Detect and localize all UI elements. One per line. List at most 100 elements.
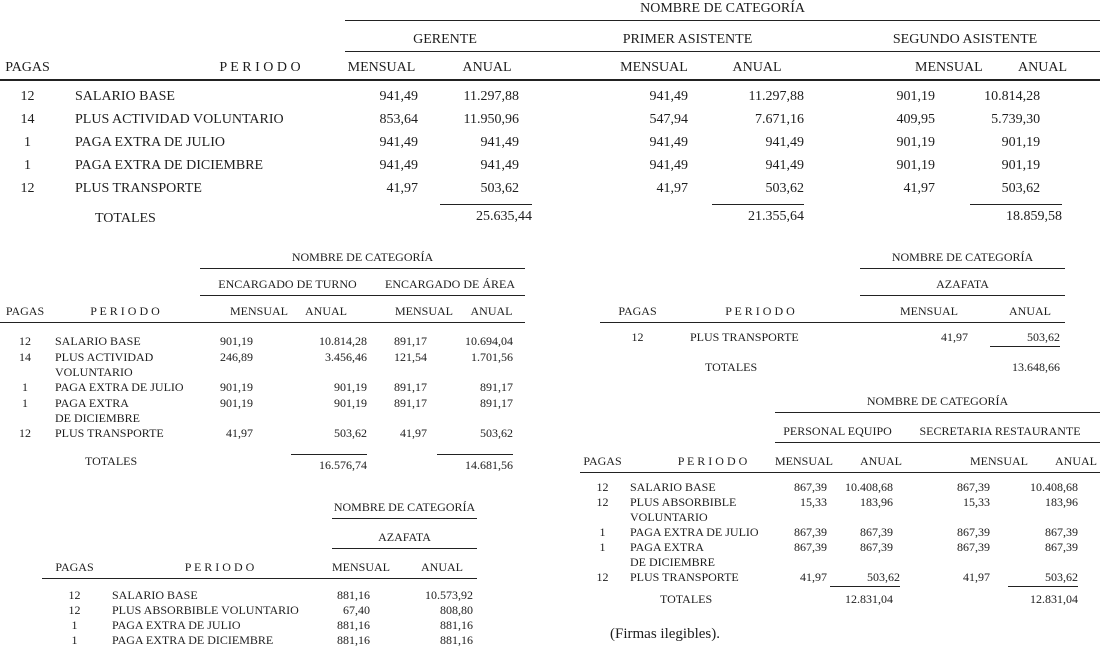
mensual-header: MENSUAL	[200, 295, 288, 323]
amount-cell: 881,16	[337, 588, 370, 602]
totals-row: TOTALES 12.831,04 12.831,04	[580, 587, 1100, 607]
category-header: PERSONAL EQUIPO	[775, 412, 900, 443]
nombre-categoria-heading: NOMBRE DE CATEGORÍA	[345, 0, 1101, 21]
table-row: 14 PLUS ACTIVIDAD VOLUNTARIO 246,89 3.456…	[0, 350, 525, 380]
amount-cell: 867,39	[1045, 525, 1079, 539]
amount-cell: 41,97	[903, 181, 936, 196]
mensual-header: MENSUAL	[830, 51, 983, 81]
amount-cell: 10.694,04	[465, 334, 514, 348]
category-header: AZAFATA	[332, 518, 477, 549]
amount-cell: 901,19	[896, 158, 936, 173]
total-value: 25.635,44	[440, 204, 532, 225]
pagas-cell: 12	[19, 426, 31, 440]
totales-label: TOTALES	[705, 360, 758, 374]
amount-cell: 41,97	[226, 426, 253, 440]
amount-cell: 503,62	[1001, 181, 1041, 196]
periodo-cell: SALARIO BASE	[75, 89, 175, 104]
pagas-cell: 1	[599, 540, 606, 554]
total-cell: 18.859,58	[970, 204, 1100, 227]
pagas-header: PAGAS	[0, 295, 50, 323]
mensual-header: MENSUAL	[900, 442, 1028, 473]
periodo-cell: PAGA EXTRA DE DICIEMBRE	[112, 633, 274, 647]
amount-cell: 3.456,46	[325, 350, 367, 364]
periodo-cell: PAGA EXTRA DE JULIO	[55, 380, 184, 394]
amount-cell: 867,39	[794, 480, 827, 494]
signatures-note: (Firmas ilegibles).	[610, 626, 720, 642]
anual-header: ANUAL	[265, 295, 375, 323]
mensual-header: MENSUAL	[375, 295, 453, 323]
amount-cell: 15,33	[963, 495, 990, 509]
category-header: AZAFATA	[860, 268, 1065, 296]
periodo-cell: PLUS ACTIVIDAD VOLUNTARIO	[55, 350, 154, 379]
table-row: 14 PLUS ACTIVIDAD VOLUNTARIO 853,64 11.9…	[0, 112, 1100, 135]
total-cell: 12.831,04	[845, 592, 893, 606]
pagas-cell: 12	[19, 334, 31, 348]
category-title-row: NOMBRE DE CATEGORÍA	[0, 0, 1101, 21]
table-row: 1 PAGA EXTRA DE JULIO 881,16 881,16	[42, 618, 477, 633]
periodo-header: P E R I O D O	[660, 295, 860, 323]
spacer-row	[580, 472, 1100, 480]
total-value: 16.576,74	[291, 454, 367, 473]
pagas-cell: 12	[631, 330, 644, 344]
amount-cell: 15,33	[800, 495, 827, 509]
amount-cell: 183,96	[860, 495, 893, 509]
amount-cell: 121,54	[394, 350, 427, 364]
amount-cell: 901,19	[334, 380, 367, 394]
amount-cell: 867,39	[957, 525, 990, 539]
pagas-cell: 12	[20, 181, 35, 196]
category-names-row: AZAFATA	[42, 518, 477, 549]
pagas-header: PAGAS	[0, 51, 55, 81]
pagas-cell: 1	[24, 135, 31, 150]
amount-cell: 881,16	[440, 633, 473, 647]
pagas-cell: 1	[71, 618, 78, 632]
amount-cell: 11.297,88	[748, 89, 804, 104]
column-header-row: PAGAS P E R I O D O MENSUAL ANUAL MENSUA…	[0, 295, 526, 323]
pagas-header: PAGAS	[600, 295, 660, 323]
table-row: 1 PAGA EXTRA DE DICIEMBRE 867,39 867,39 8…	[580, 540, 1100, 570]
category-header: ENCARGADO DE TURNO	[200, 268, 375, 296]
amount-cell: 901,19	[220, 380, 253, 394]
amount-cell: 867,39	[860, 525, 893, 539]
amount-cell: 183,96	[1045, 495, 1079, 509]
amount-cell: 11.297,88	[463, 89, 519, 104]
totales-label: TOTALES	[95, 211, 156, 226]
anual-header: ANUAL	[980, 295, 1065, 323]
pagas-cell: 12	[596, 495, 609, 509]
amount-cell: 41,97	[963, 570, 990, 584]
category-header: ENCARGADO DE ÁREA	[375, 268, 526, 296]
salary-table-azafata: NOMBRE DE CATEGORÍA AZAFATA PAGAS P E R …	[42, 490, 477, 648]
periodo-cell: SALARIO BASE	[630, 480, 716, 494]
pagas-cell: 1	[22, 380, 28, 394]
amount-cell: 891,17	[480, 380, 514, 394]
amount-cell: 10.814,28	[319, 334, 367, 348]
table-row: 12 PLUS ABSORBIBLE VOLUNTARIO 15,33 183,9…	[580, 495, 1100, 525]
amount-underlined: 503,62	[990, 330, 1060, 347]
amount-cell: 246,89	[220, 350, 253, 364]
total-cell: 25.635,44	[440, 204, 545, 227]
category-header: SEGUNDO ASISTENTE	[830, 20, 1101, 52]
amount-cell: 10.814,28	[984, 89, 1041, 104]
amount-cell: 941,49	[765, 135, 805, 150]
periodo-cell: PAGA EXTRA DE DICIEMBRE	[630, 540, 715, 569]
anual-header: ANUAL	[830, 442, 902, 473]
mensual-header: MENSUAL	[345, 51, 440, 81]
nombre-categoria-heading: NOMBRE DE CATEGORÍA	[332, 490, 477, 519]
table-row: 1 PAGA EXTRA DE DICIEMBRE 941,49 941,49 …	[0, 158, 1100, 181]
amount-cell: 941,49	[649, 135, 689, 150]
amount-cell: 10.408,68	[1030, 480, 1079, 494]
amount-cell: 867,39	[794, 525, 827, 539]
salary-table-encargado: NOMBRE DE CATEGORÍA ENCARGADO DE TURNO E…	[0, 246, 526, 473]
table-row: 1 PAGA EXTRA DE JULIO 867,39 867,39 867,…	[580, 525, 1100, 540]
amount-cell: 901,19	[220, 334, 253, 348]
amount-cell: 67,40	[343, 603, 370, 617]
pagas-cell: 1	[24, 158, 31, 173]
category-names-row: ENCARGADO DE TURNO ENCARGADO DE ÁREA	[0, 268, 526, 296]
mensual-header: MENSUAL	[545, 51, 710, 81]
table-row: 12 PLUS TRANSPORTE 41,97 503,62 41,97 50…	[580, 570, 1100, 587]
total-value: 14.681,56	[437, 454, 514, 473]
amount-cell: 901,19	[1001, 158, 1041, 173]
amount-cell: 867,39	[1045, 540, 1079, 554]
pagas-cell: 12	[596, 570, 609, 584]
amount-cell: 901,19	[220, 396, 253, 410]
